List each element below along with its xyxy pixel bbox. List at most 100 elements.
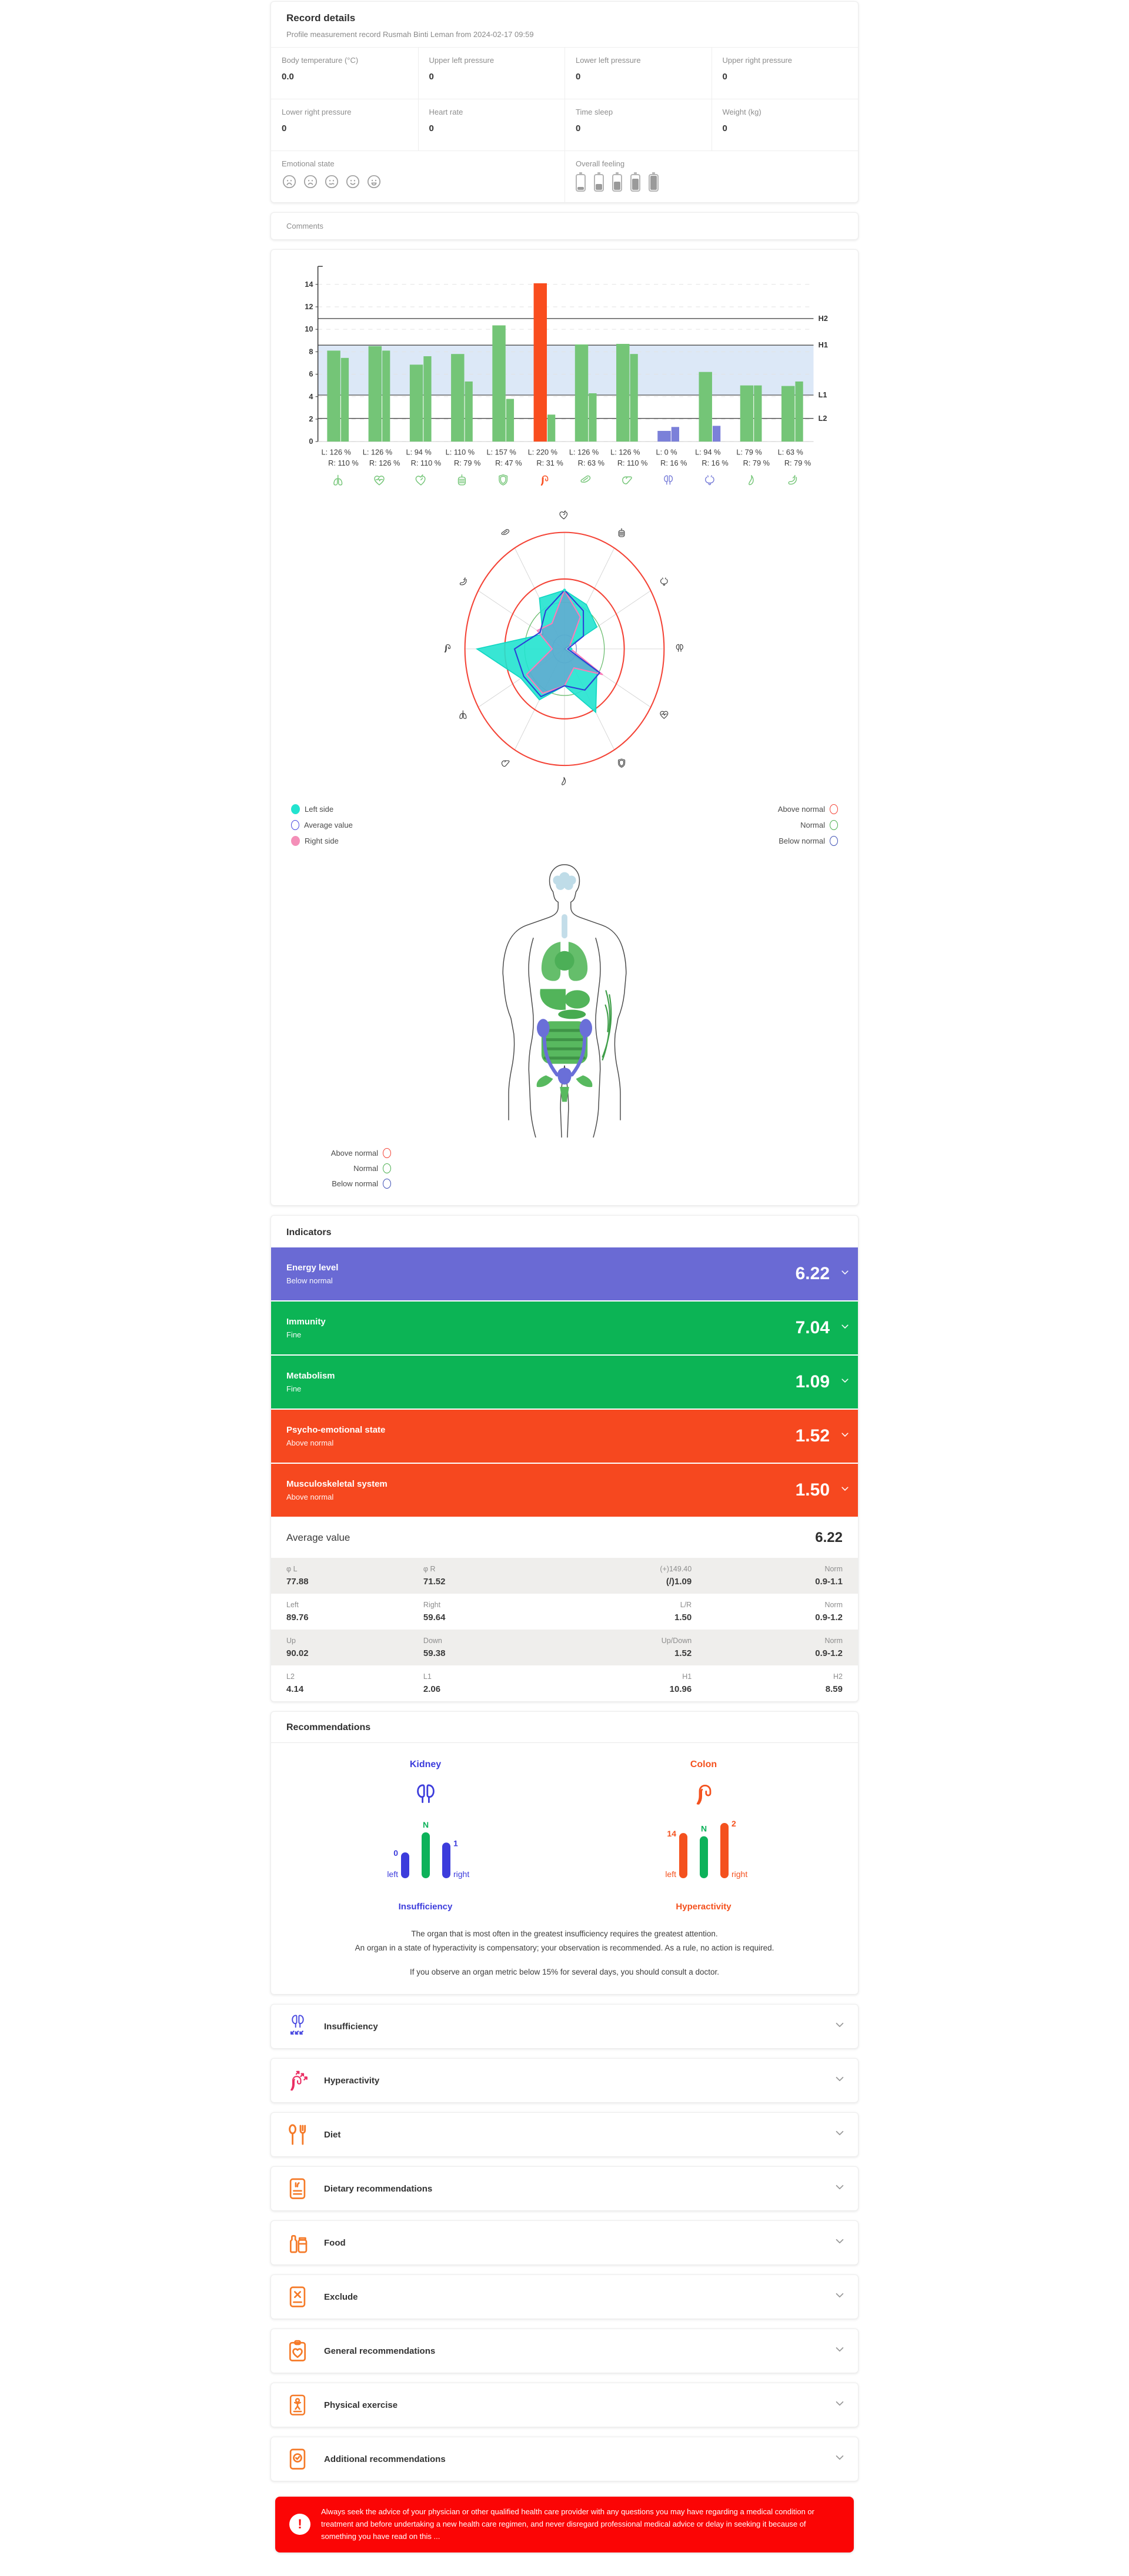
body-range-legend: Above normal Normal Below normal [291, 1148, 391, 1189]
battery-level-1-icon [576, 172, 586, 192]
svg-text:L: 220 %: L: 220 % [528, 448, 557, 457]
indicator-value: 6.22 [795, 1264, 830, 1283]
recommendations-note-doctor: If you observe an organ metric below 15%… [409, 1968, 720, 1977]
arm-vessels [602, 990, 612, 1060]
bar-right-lungs [340, 357, 349, 442]
legend-normal: Normal [291, 1163, 391, 1173]
mini-bar-0 [400, 1852, 409, 1878]
accordion-food[interactable]: Food [270, 2220, 859, 2266]
svg-text:R: 79 %: R: 79 % [454, 459, 480, 467]
accordion-additional-recommendations[interactable]: Additional recommendations [270, 2437, 859, 2482]
bar-right-heart-ecg [382, 350, 390, 442]
svg-text:N: N [422, 1820, 428, 1829]
bar-left-colon [533, 283, 547, 442]
chevron-down-icon [834, 2074, 845, 2087]
bar-left-liver [616, 343, 630, 442]
bar-right-immune-shield [506, 399, 515, 442]
liver-organ [540, 989, 566, 1010]
exercise-document-icon [289, 2394, 306, 2416]
average-value-ring-icon [291, 820, 299, 830]
indicator-name: Metabolism [286, 1371, 335, 1381]
svg-text:R: 110 %: R: 110 % [411, 459, 442, 467]
legend-average-value: Average value [291, 820, 353, 830]
chevron-down-icon [840, 1376, 850, 1389]
left-side-dot-icon [291, 804, 300, 814]
mini-bar-N [421, 1832, 430, 1878]
svg-text:L: 94 %: L: 94 % [406, 448, 432, 457]
divider [271, 1742, 858, 1743]
indicator-musculoskeletal-system[interactable]: Musculoskeletal system Above normal 1.50 [271, 1464, 858, 1517]
colon-title: Colon [690, 1759, 717, 1769]
bar-left-intestine [451, 354, 465, 442]
indicator-psycho-emotional-state[interactable]: Psycho-emotional state Above normal 1.52 [271, 1410, 858, 1463]
field-heart-rate: Heart rate 0 [417, 99, 564, 150]
field-time-sleep: Time sleep 0 [564, 99, 712, 150]
diet-document-icon [289, 2178, 306, 2200]
legend-below-normal: Below normal [291, 1179, 391, 1189]
battery-level-2-icon [594, 172, 604, 192]
indicator-status: Below normal [286, 1276, 333, 1285]
svg-text:right: right [731, 1869, 747, 1879]
colon-arrows-up-icon [284, 2067, 311, 2094]
above-normal-ring-icon [830, 804, 838, 814]
liver-icon [622, 476, 632, 484]
side-legend: Left side Average value Right side [291, 804, 353, 846]
svg-text:L1: L1 [819, 390, 827, 399]
bar-left-lungs [327, 350, 340, 442]
accordion-diet[interactable]: Diet [270, 2112, 859, 2157]
average-polygon [513, 589, 600, 697]
chevron-down-icon [834, 2453, 845, 2466]
liver-icon [501, 760, 510, 767]
sad-face-icon [303, 175, 318, 189]
right-side-dot-icon [291, 836, 300, 846]
svg-text:6: 6 [309, 370, 313, 379]
battery-level-5-icon [649, 172, 659, 192]
svg-text:R: 79 %: R: 79 % [743, 459, 770, 467]
svg-text:L2: L2 [819, 414, 827, 423]
bar-left-gallbladder [740, 385, 754, 442]
indicator-metabolism[interactable]: Metabolism Fine 1.09 [271, 1356, 858, 1409]
colon-mini-chart: Colon 14 N 2 left right Hyperactivity [616, 1759, 792, 1912]
kidney-bars-chart: 0 N 1 left right [387, 1820, 469, 1879]
chevron-down-icon [834, 2182, 845, 2196]
svg-text:left: left [387, 1869, 398, 1879]
chevron-down-icon [840, 1484, 850, 1497]
svg-text:R: 110 %: R: 110 % [328, 459, 359, 467]
disclaimer-text: Always seek the advice of your physician… [321, 2507, 814, 2541]
intestine-icon [457, 474, 466, 486]
accordion-insufficiency[interactable]: Insufficiency [270, 2004, 859, 2049]
accordion-dietary-recommendations[interactable]: Dietary recommendations [270, 2166, 859, 2212]
chevron-down-icon [834, 2344, 845, 2358]
svg-text:L: 126 %: L: 126 % [569, 448, 599, 457]
svg-text:L: 126 %: L: 126 % [322, 448, 351, 457]
accordion-hyperactivity[interactable]: Hyperactivity [270, 2058, 859, 2103]
colon-caption: Hyperactivity [676, 1902, 731, 1912]
chevron-down-icon [834, 2128, 845, 2142]
cutlery-icon [289, 2124, 306, 2145]
accordion-physical-exercise[interactable]: Physical exercise [270, 2383, 859, 2428]
indicator-immunity[interactable]: Immunity Fine 7.04 [271, 1302, 858, 1354]
pancreas-icon [501, 529, 510, 535]
food-jars-icon [289, 2235, 308, 2253]
svg-text:14: 14 [305, 280, 313, 289]
happy-face-icon [367, 175, 381, 189]
legend-above-normal: Above normal [778, 804, 838, 814]
kidney-caption: Insufficiency [398, 1902, 453, 1912]
radar-legends: Left side Average value Right side Above… [291, 804, 838, 846]
normal-band [318, 345, 814, 396]
field-upper-left-pressure: Upper left pressure 0 [417, 47, 564, 99]
stomach-organ [564, 990, 590, 1009]
accordion-exclude[interactable]: Exclude [270, 2274, 859, 2320]
svg-text:N: N [700, 1824, 706, 1834]
comments-field[interactable]: Comments [270, 212, 859, 240]
record-details-card: Record details Profile measurement recor… [270, 1, 859, 203]
svg-text:R: 63 %: R: 63 % [578, 459, 604, 467]
bar-left-heart [409, 364, 423, 442]
svg-text:L: 126 %: L: 126 % [363, 448, 392, 457]
very-sad-face-icon [282, 175, 296, 189]
svg-text:right: right [453, 1869, 469, 1879]
svg-text:left: left [665, 1869, 676, 1879]
indicator-energy-level[interactable]: Energy level Below normal 6.22 [271, 1247, 858, 1300]
bladder-icon [660, 577, 668, 586]
accordion-general-recommendations[interactable]: General recommendations [270, 2329, 859, 2374]
